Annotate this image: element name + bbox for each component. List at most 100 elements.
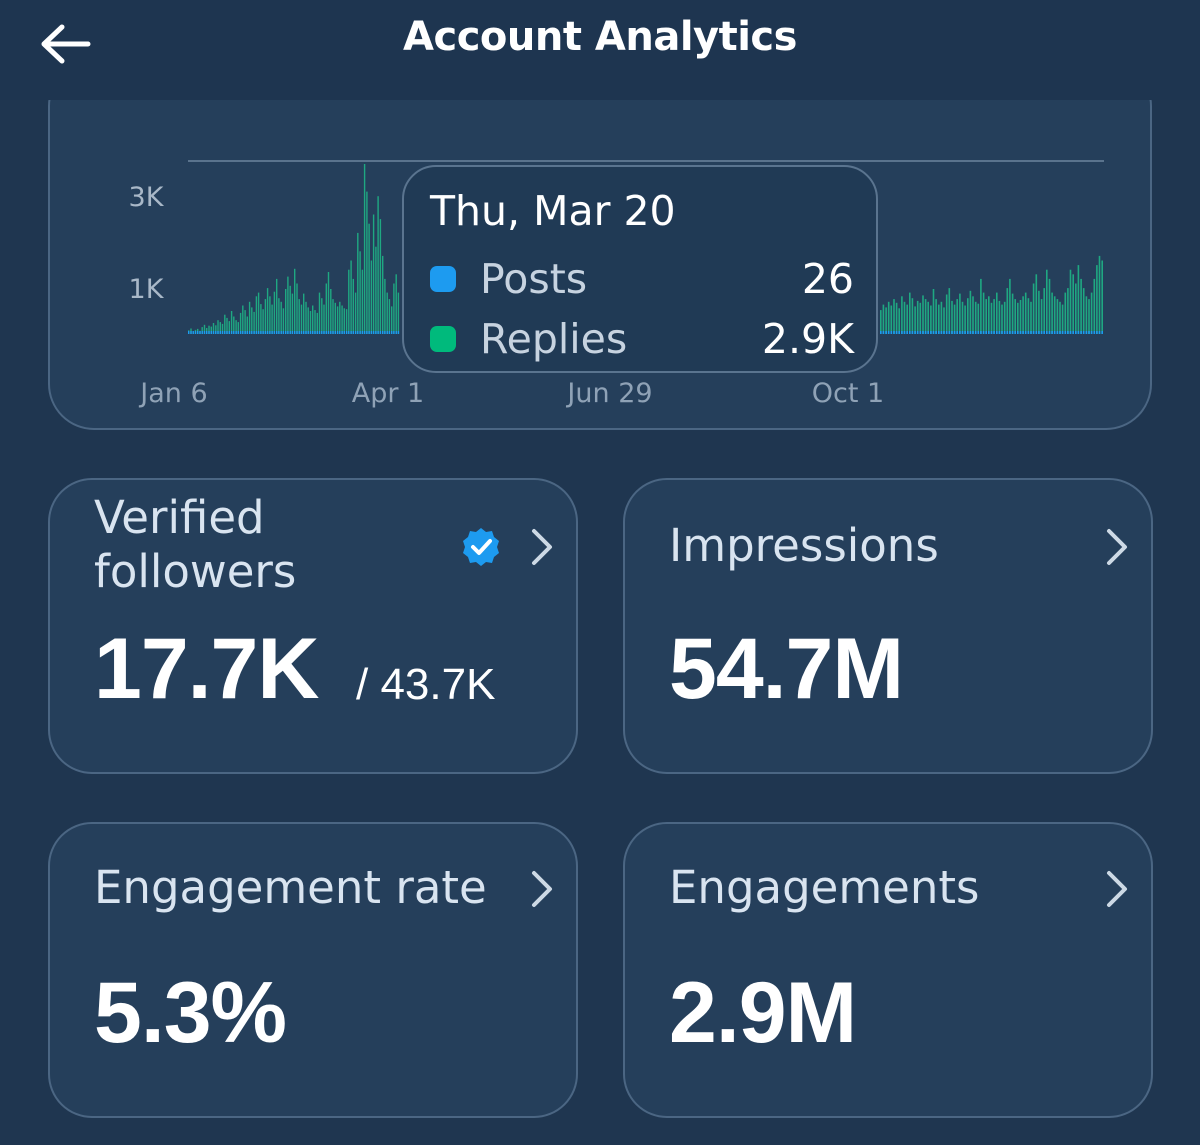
posts-bar	[927, 331, 929, 334]
replies-bar	[911, 298, 914, 334]
posts-bar	[911, 331, 914, 334]
posts-bar	[366, 331, 368, 334]
posts-bar	[278, 331, 280, 334]
replies-bar	[909, 292, 911, 334]
posts-bar	[210, 331, 212, 334]
replies-bar	[393, 283, 395, 334]
posts-bar	[251, 331, 253, 334]
replies-bar	[291, 293, 294, 334]
posts-bar	[350, 331, 352, 334]
replies-bar	[903, 301, 906, 334]
replies-bar	[943, 307, 945, 334]
posts-bar	[237, 331, 239, 334]
replies-bar	[993, 299, 995, 334]
engagement-rate-card[interactable]: Engagement rate 5.3%	[48, 822, 578, 1118]
posts-bar	[382, 331, 384, 334]
replies-bar	[264, 299, 267, 334]
replies-bar	[230, 311, 233, 334]
posts-bar	[932, 331, 935, 334]
posts-bar	[372, 331, 375, 334]
replies-bar	[233, 316, 235, 334]
replies-bar	[1014, 299, 1016, 334]
replies-bar	[1019, 300, 1022, 334]
tooltip-row-posts: Posts 26	[430, 251, 854, 307]
replies-bar	[307, 307, 309, 334]
posts-bar	[393, 331, 395, 334]
posts-bar	[964, 331, 966, 334]
impressions-card[interactable]: Impressions 54.7M	[623, 478, 1153, 774]
posts-bar	[898, 331, 900, 334]
replies-bar	[1024, 292, 1027, 334]
replies-bar	[388, 299, 391, 334]
replies-bar	[282, 308, 285, 334]
posts-bar	[388, 331, 391, 334]
chart-y-axis: 3K 1K	[129, 182, 165, 305]
tooltip-label-replies: Replies	[480, 315, 628, 363]
replies-bar	[375, 246, 377, 334]
verified-followers-card[interactable]: Verified followers 17.7K / 43.7K	[48, 478, 578, 774]
replies-bar	[372, 214, 375, 334]
posts-bar	[993, 331, 995, 334]
replies-bar	[967, 298, 969, 334]
posts-bar	[1059, 331, 1061, 334]
posts-bar	[336, 331, 339, 334]
posts-bar	[316, 331, 318, 334]
impressions-title: Impressions	[669, 519, 939, 572]
activity-chart-card[interactable]: 3K 1K Jan 6 Apr 1 Jun 29 Oct 1 Thu, Mar 20 P…	[48, 60, 1152, 430]
replies-bar	[922, 295, 924, 334]
replies-bar	[953, 304, 956, 334]
replies-bar	[203, 324, 206, 334]
posts-bar	[264, 331, 267, 334]
posts-bar	[379, 331, 382, 334]
posts-bar	[1080, 331, 1082, 334]
chevron-right-icon	[1097, 522, 1137, 572]
posts-bar	[298, 331, 300, 334]
posts-bar	[226, 331, 228, 334]
replies-bar	[977, 303, 980, 334]
replies-bar	[201, 327, 203, 334]
total-followers-value: / 43.7K	[356, 660, 496, 709]
replies-bar	[940, 301, 943, 334]
replies-bar	[332, 299, 334, 334]
chart-tooltip: Thu, Mar 20 Posts 26 Replies 2.9K	[402, 165, 878, 373]
posts-bar	[943, 331, 945, 334]
replies-bar	[325, 283, 327, 334]
replies-bar	[269, 296, 271, 334]
replies-bar	[948, 288, 951, 334]
replies-bar	[379, 219, 382, 334]
posts-bar	[1064, 331, 1067, 334]
top-bar: Account Analytics	[0, 0, 1200, 100]
replies-bar	[321, 298, 323, 334]
posts-bar	[1009, 331, 1011, 334]
posts-bar	[197, 331, 199, 334]
posts-bar	[215, 331, 217, 334]
posts-bar	[1040, 331, 1043, 334]
replies-bar	[242, 305, 244, 334]
chart-bars-right	[880, 255, 1103, 334]
replies-bar	[278, 298, 280, 334]
x-tick-label: Jun 29	[565, 378, 652, 409]
replies-bar	[930, 305, 932, 334]
back-button[interactable]	[30, 14, 102, 74]
posts-bar	[1048, 331, 1051, 334]
posts-bar	[919, 331, 922, 334]
replies-bar	[323, 304, 325, 334]
replies-bar	[1061, 304, 1064, 334]
engagements-card[interactable]: Engagements 2.9M	[623, 822, 1153, 1118]
posts-bar	[235, 331, 237, 334]
replies-bar	[300, 304, 303, 334]
replies-bar	[386, 292, 388, 334]
replies-bar	[985, 299, 987, 334]
posts-bar	[334, 331, 336, 334]
replies-bar	[262, 309, 264, 334]
replies-bar	[363, 164, 366, 334]
posts-bar	[1093, 331, 1096, 334]
replies-bar	[996, 292, 998, 334]
replies-bar	[1027, 298, 1030, 334]
posts-bar	[924, 331, 927, 334]
posts-bar	[348, 331, 350, 334]
posts-bar	[282, 331, 285, 334]
posts-bar	[345, 331, 348, 334]
replies-bar	[1053, 296, 1056, 334]
